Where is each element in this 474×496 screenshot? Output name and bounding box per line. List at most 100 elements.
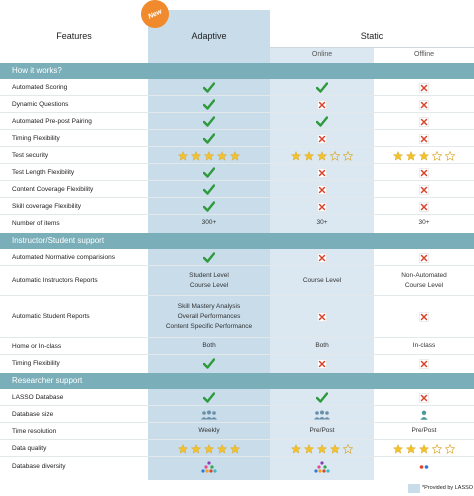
star-rating [178, 444, 240, 454]
star-filled-icon [178, 444, 188, 454]
star-filled-icon [230, 151, 240, 161]
star-filled-icon [393, 151, 403, 161]
check-icon [203, 82, 215, 93]
star-rating [393, 151, 455, 161]
cross-icon [419, 117, 429, 127]
star-filled-icon [419, 444, 429, 454]
star-filled-icon [406, 444, 416, 454]
table-row: Content Coverage Flexibility [0, 181, 474, 198]
row-label: Time resolution [12, 428, 57, 435]
table-row: Number of items 300+ 30+ 30+ [0, 215, 474, 232]
cell-line: Course Level [189, 282, 229, 289]
many-dots-icon [201, 461, 217, 473]
row-divider [0, 337, 474, 338]
table-row: Automated Normative comparisions [0, 249, 474, 266]
star-filled-icon [217, 151, 227, 161]
star-empty-icon [445, 151, 455, 161]
check-icon [203, 201, 215, 212]
check-icon [203, 252, 215, 263]
table-row: Database size [0, 406, 474, 423]
row-divider [0, 214, 474, 215]
star-empty-icon [445, 444, 455, 454]
check-icon [316, 392, 328, 403]
star-filled-icon [304, 444, 314, 454]
row-label: Test security [12, 152, 49, 159]
online-subheader: Online [311, 51, 333, 58]
row-divider [0, 95, 474, 96]
static-header-divider [270, 47, 474, 48]
star-filled-icon [330, 444, 340, 454]
cross-icon [419, 393, 429, 403]
row-divider [0, 180, 474, 181]
star-filled-icon [291, 444, 301, 454]
row-label: Skill coverage Flexibility [12, 203, 81, 210]
cell-value: 30+ [316, 219, 328, 227]
star-filled-icon [204, 444, 214, 454]
cell-value: Pre/Post [411, 427, 437, 435]
cell-value: Course Level [302, 276, 342, 284]
row-label: Automated Pre-post Pairing [12, 118, 92, 125]
cross-icon [419, 359, 429, 369]
cross-icon [317, 253, 327, 263]
cell-line: Student Level [189, 271, 229, 279]
table-row: Automatic Instructors Reports Student Le… [0, 266, 474, 296]
row-divider [0, 422, 474, 423]
star-filled-icon [191, 444, 201, 454]
star-empty-icon [330, 151, 340, 161]
table-row: Automatic Student Reports Skill Mastery … [0, 296, 474, 338]
online-column-background [270, 48, 374, 480]
section-title: Researcher support [12, 376, 83, 385]
row-label: Automated Normative comparisions [12, 254, 115, 261]
row-label: Test Length Flexibility [12, 169, 75, 176]
legend-swatch [408, 484, 420, 493]
cross-icon [317, 100, 327, 110]
star-filled-icon [304, 151, 314, 161]
table-row: Database diversity [0, 457, 474, 477]
star-filled-icon [191, 151, 201, 161]
row-divider [0, 295, 474, 296]
cross-icon [317, 312, 327, 322]
table-row: Automated Scoring [0, 79, 474, 96]
row-divider [0, 197, 474, 198]
row-divider [0, 456, 474, 457]
row-label: Content Coverage Flexibility [12, 186, 94, 193]
cell-value: 30+ [418, 219, 430, 227]
people-group-icon [200, 410, 218, 420]
cell-line: Skill Mastery Analysis [177, 302, 241, 310]
star-rating [291, 151, 353, 161]
two-dots-icon [416, 461, 432, 473]
table-row: Time resolution Weekly Pre/Post Pre/Post [0, 423, 474, 440]
star-rating [178, 151, 240, 161]
star-filled-icon [419, 151, 429, 161]
row-divider [0, 354, 474, 355]
people-group-icon [313, 410, 331, 420]
cross-icon [317, 202, 327, 212]
row-divider [0, 439, 474, 440]
row-label: Home or In-class [12, 343, 62, 350]
cross-icon [419, 202, 429, 212]
star-filled-icon [178, 151, 188, 161]
star-filled-icon [406, 151, 416, 161]
check-icon [203, 392, 215, 403]
cross-icon [419, 312, 429, 322]
star-filled-icon [291, 151, 301, 161]
cross-icon [419, 100, 429, 110]
table-row: Test Length Flexibility [0, 164, 474, 181]
row-divider [0, 129, 474, 130]
cross-icon [419, 168, 429, 178]
table-row: Timing Flexibility [0, 355, 474, 372]
cell-value: Both [202, 342, 216, 350]
star-empty-icon [343, 444, 353, 454]
section-researcher-support: Researcher support [0, 373, 474, 389]
adaptive-header: Adaptive [191, 31, 227, 41]
row-label: LASSO Database [12, 394, 64, 401]
star-filled-icon [204, 151, 214, 161]
person-icon [415, 410, 433, 420]
section-how-it-works: How it works? [0, 63, 474, 79]
table-row: LASSO Database [0, 389, 474, 406]
cell-value: In-class [412, 342, 436, 350]
check-icon [203, 184, 215, 195]
cell-value: Both [315, 342, 329, 350]
row-label: Timing Flexibility [12, 360, 60, 367]
row-label: Automatic Instructors Reports [12, 277, 98, 284]
